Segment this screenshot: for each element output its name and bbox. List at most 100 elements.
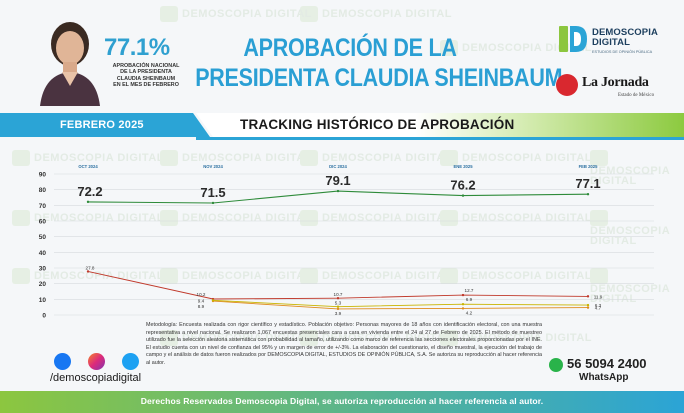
banner-underline [196,137,684,140]
watermark-logo-icon [160,268,178,284]
series-line [212,300,589,310]
series-line [87,190,589,204]
series-line [212,299,589,308]
data-point [336,305,340,308]
data-point [336,189,340,193]
watermark-logo-icon [12,150,30,166]
watermark: DEMOSCOPIA DIGITAL [440,268,592,284]
y-tick-label: 40 [39,250,47,257]
data-point [461,307,465,310]
watermark-logo-icon [12,268,30,284]
brand-name-line: DEMOSCOPIA [592,27,658,38]
watermark-text: DEMOSCOPIA DIGITAL [590,225,670,247]
whatsapp-number: 56 5094 2400 [567,356,647,371]
watermark: DEMOSCOPIA DIGITAL [590,210,684,247]
y-tick-label: 60 [39,219,47,226]
watermark-text: DEMOSCOPIA DIGITAL [182,331,312,344]
watermark-text: DEMOSCOPIA DIGITAL [34,211,164,224]
watermark: DEMOSCOPIA DIGITAL [300,210,452,226]
y-tick-label: 10 [39,297,47,304]
watermark: DEMOSCOPIA DIGITAL [12,268,164,284]
data-point [586,303,590,307]
point-label: 11.9 [594,294,603,299]
point-label: 3.9 [335,311,342,316]
y-tick-label: 0 [42,313,46,320]
watermark-logo-icon [590,210,608,226]
y-tick-label: 90 [39,172,47,179]
x-tick-label: ENE 2025 [453,164,473,169]
watermark: DEMOSCOPIA DIGITAL [160,330,312,346]
watermark: DEMOSCOPIA DIGITAL [160,150,312,166]
approval-tracking-chart: 0 10 20 30 40 50 60 70 80 90 OCT 2024 NOV 2024 DIC 2… [39,164,654,320]
watermark-text: DEMOSCOPIA DIGITAL [182,211,312,224]
president-portrait [40,22,100,106]
watermark-logo-icon [300,268,318,284]
watermark: DEMOSCOPIA DIGITAL [300,150,452,166]
methodology-note: Metodología: Encuesta realizada con rigo… [146,322,542,366]
point-label: 8.9 [198,304,205,309]
watermark-text: DEMOSCOPIA DIGITAL [462,269,592,282]
watermark-logo-icon [300,210,318,226]
kpi-caption-line: DE LA PRESIDENTA [120,69,172,76]
social-handle[interactable]: /demoscopiadigital [50,372,142,384]
point-label: 5.3 [335,301,342,306]
instagram-icon[interactable] [88,353,105,370]
la-jornada-logo: La Jornada Estado de México [556,72,656,102]
data-label: 72.2 [77,184,102,199]
watermark-text: DEMOSCOPIA DIGITAL [322,211,452,224]
twitter-icon[interactable] [122,353,139,370]
kpi-caption-line: APROBACIÓN NACIONAL [112,63,180,69]
watermark-text: DEMOSCOPIA DIGITAL [462,41,592,54]
point-label: 9.4 [198,298,205,303]
point-label: 4.7 [595,306,602,311]
brand-name: DEMOSCOPIA DIGITAL [592,28,658,47]
page-title: APROBACIÓN DE LA PRESIDENTA CLAUDIA SHEI… [195,33,563,93]
facebook-icon[interactable] [54,353,71,370]
watermark: DEMOSCOPIA DIGITAL [440,330,592,346]
watermark-text: DEMOSCOPIA DIGITAL [462,151,592,164]
data-point [211,299,215,302]
partner-subtitle: Estado de México [618,93,655,98]
social-links: /demoscopiadigital [50,353,150,384]
x-tick-label: OCT 2024 [78,164,98,169]
demoscopia-logo-icon [559,26,587,52]
watermark: DEMOSCOPIA DIGITAL [160,268,312,284]
watermark-text: DEMOSCOPIA DIGITAL [322,269,452,282]
data-point [586,306,590,309]
title-line: PRESIDENTA CLAUDIA SHEINBAUM [195,64,563,92]
watermark: DEMOSCOPIA DIGITAL [440,210,592,226]
x-tick-label: FEB 2025 [579,164,599,169]
la-jornada-emblem-icon [556,74,578,96]
approval-kpi: 77.1% [104,34,170,61]
approval-kpi-caption: APROBACIÓN NACIONAL DE LA PRESIDENTA CLA… [104,63,188,89]
title-line: APROBACIÓN DE LA [243,34,457,62]
watermark: DEMOSCOPIA DIGITAL [440,150,592,166]
watermark-text: DEMOSCOPIA DIGITAL [182,269,312,282]
kpi-caption-line: EN EL MES DE FEBRERO [113,82,179,89]
whatsapp-contact[interactable]: 56 5094 2400 WhatsApp [545,356,675,388]
data-point [461,293,465,297]
watermark-logo-icon [440,210,458,226]
watermark-logo-icon [440,268,458,284]
watermark-text: DEMOSCOPIA DIGITAL [590,165,670,187]
watermark-logo-icon [160,210,178,226]
data-label: 79.1 [325,173,350,188]
watermark-logo-icon [160,6,178,22]
y-tick-label: 50 [39,234,47,241]
demoscopia-logo: DEMOSCOPIA DIGITAL ESTUDIOS DE OPINIÓN P… [558,24,668,60]
watermark: DEMOSCOPIA DIGITAL [160,6,312,22]
watermark: DEMOSCOPIA DIGITAL [440,40,592,56]
watermark-logo-icon [300,6,318,22]
data-point [86,200,90,204]
watermark-logo-icon [440,40,458,56]
watermark-logo-icon [440,150,458,166]
data-point [336,297,340,300]
watermark-text: DEMOSCOPIA DIGITAL [322,331,452,344]
data-point [211,201,215,205]
brand-tagline: ESTUDIOS DE OPINIÓN PÚBLICA [592,50,653,54]
data-label: 71.5 [200,185,225,200]
watermark: DEMOSCOPIA DIGITAL [590,268,684,305]
y-tick-label: 20 [39,281,47,288]
x-tick-label: DIC 2024 [329,164,347,169]
